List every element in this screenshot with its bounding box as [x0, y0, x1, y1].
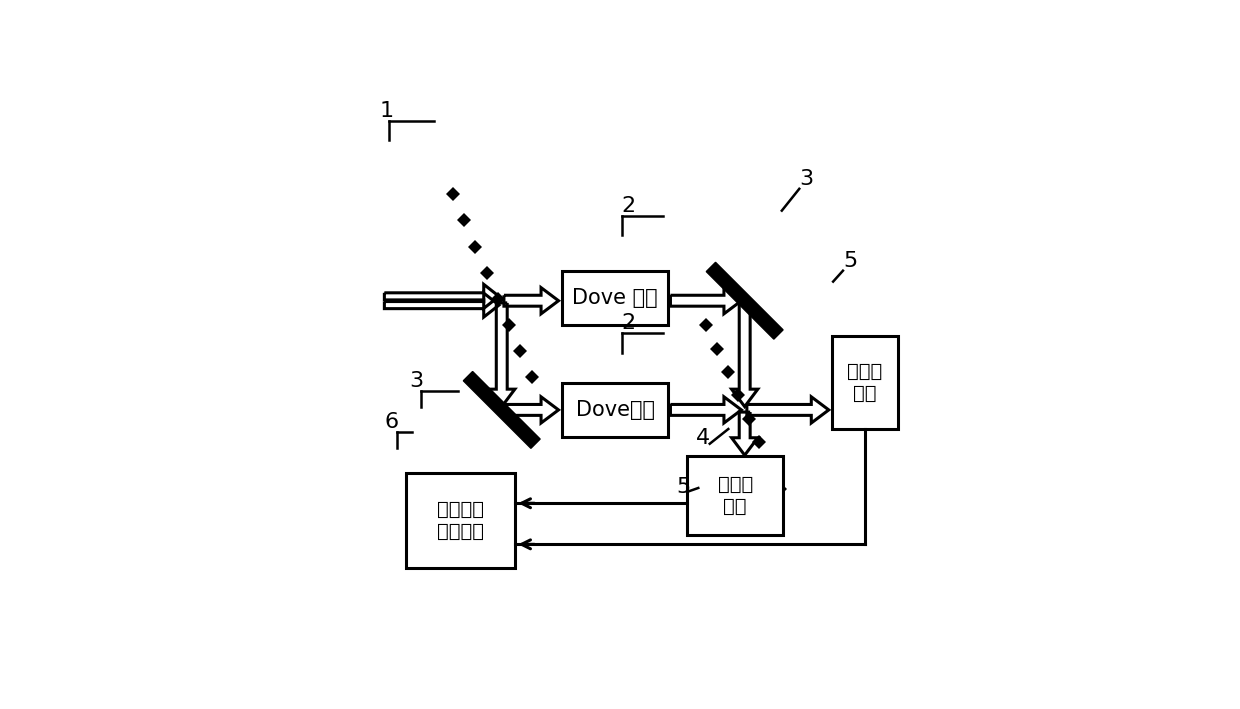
- Polygon shape: [503, 288, 558, 314]
- Polygon shape: [384, 284, 498, 308]
- Bar: [562, 383, 668, 437]
- Polygon shape: [503, 397, 558, 423]
- Polygon shape: [746, 397, 828, 423]
- Text: 光电探
测器: 光电探 测器: [718, 476, 753, 516]
- Text: 光电探
测器: 光电探 测器: [847, 362, 883, 403]
- Polygon shape: [489, 303, 515, 407]
- Text: 3: 3: [800, 169, 813, 189]
- Polygon shape: [671, 397, 742, 423]
- Bar: [832, 336, 898, 429]
- Polygon shape: [384, 293, 498, 317]
- Polygon shape: [732, 412, 758, 455]
- Text: Dove 棱镜: Dove 棱镜: [572, 288, 658, 308]
- Text: 5: 5: [677, 477, 691, 497]
- Text: 3: 3: [409, 371, 423, 391]
- Polygon shape: [464, 372, 541, 448]
- Bar: [687, 457, 782, 535]
- Polygon shape: [671, 288, 742, 314]
- Text: 1: 1: [379, 101, 394, 121]
- Text: 4: 4: [696, 428, 709, 448]
- Bar: [407, 473, 516, 568]
- Text: 2: 2: [621, 196, 636, 216]
- Text: 2: 2: [621, 313, 636, 333]
- Text: 5: 5: [843, 251, 857, 271]
- Polygon shape: [732, 303, 758, 407]
- Bar: [562, 271, 668, 325]
- Text: 同步信号
处理系统: 同步信号 处理系统: [438, 500, 485, 541]
- Text: Dove棱镜: Dove棱镜: [575, 400, 655, 420]
- Text: 6: 6: [384, 412, 398, 432]
- Polygon shape: [707, 262, 784, 339]
